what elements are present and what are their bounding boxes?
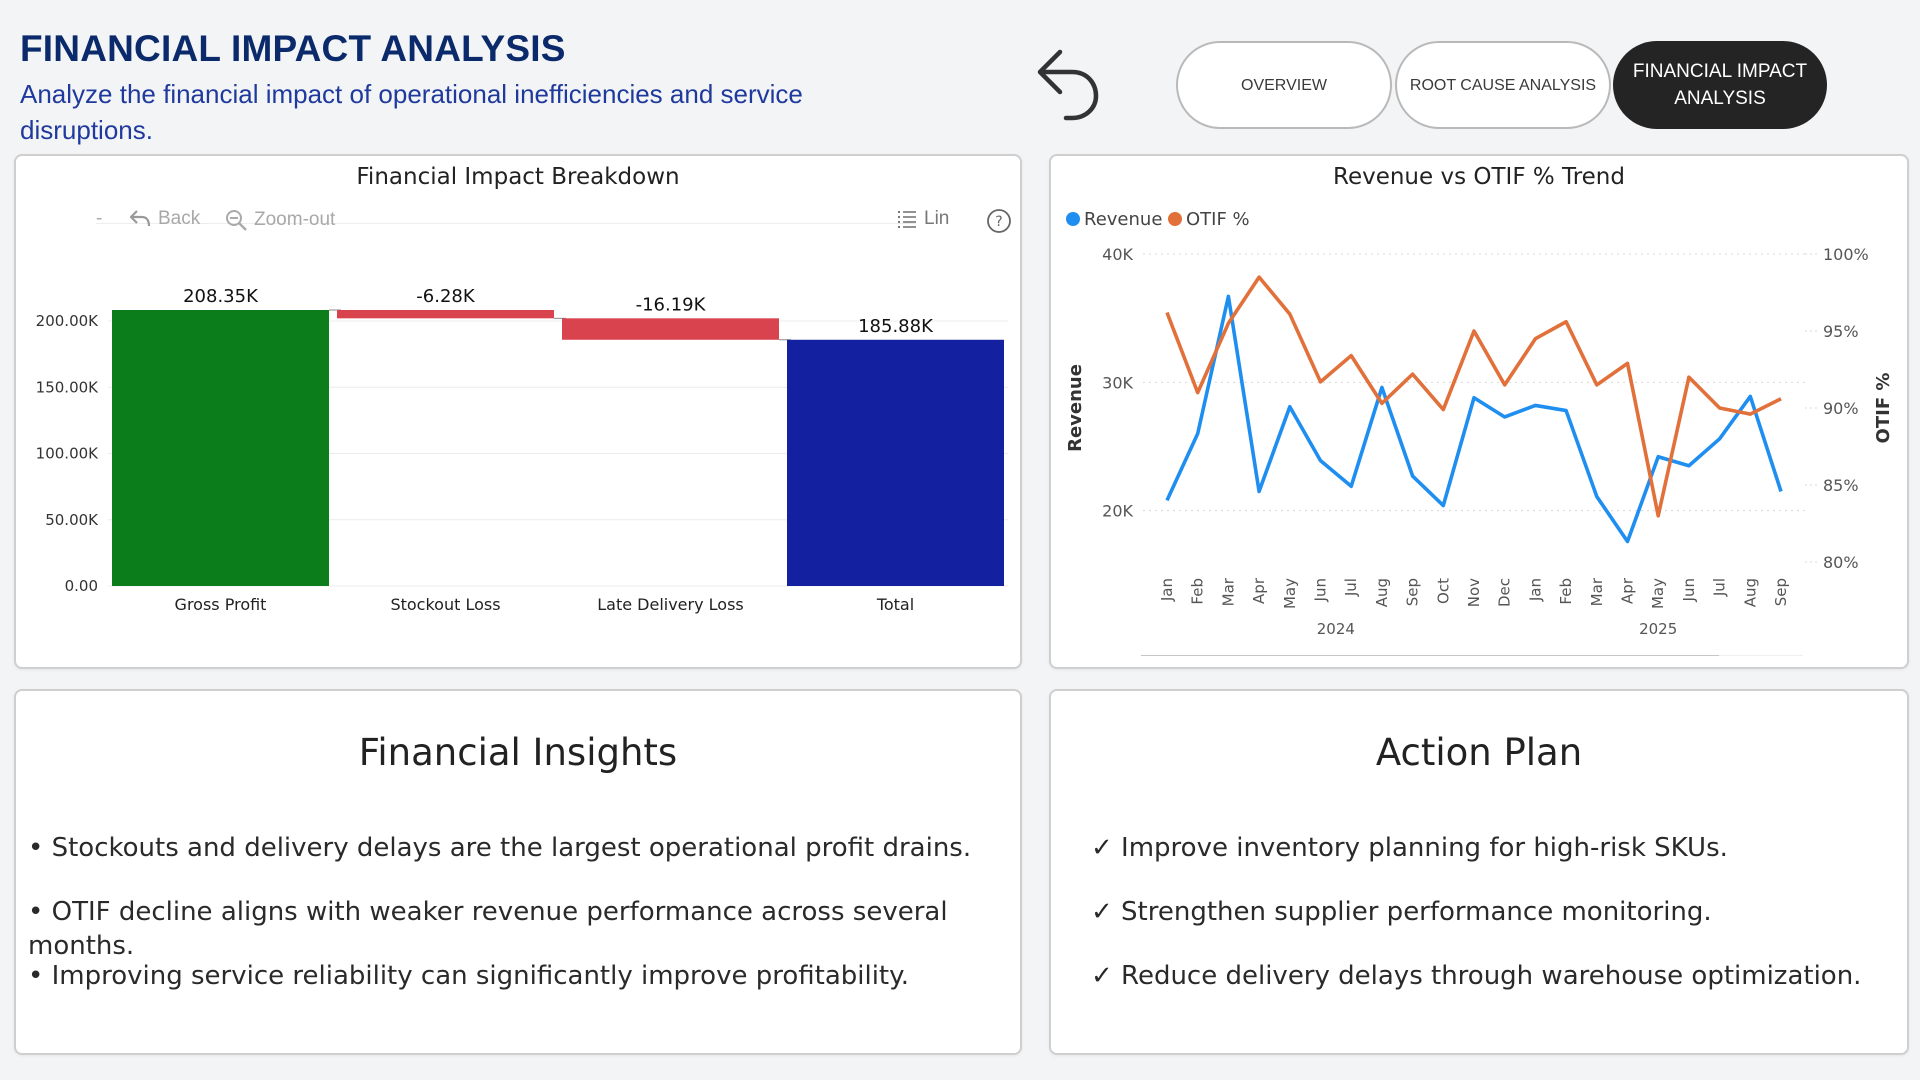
- list-icon: [898, 211, 916, 228]
- x-tick-label: Sep: [1404, 578, 1422, 606]
- x-tick-label: Gross Profit: [175, 595, 267, 614]
- trend-chart: Revenue OTIF % 20K 30K 40K 80% 85% 90% 95% 100% Re…: [1065, 209, 1894, 656]
- x-tick-label: Oct: [1434, 578, 1452, 604]
- y-tick-label: 0.00: [65, 577, 98, 595]
- back-arrow-icon: [129, 210, 151, 227]
- waterfall-bar: [562, 318, 779, 340]
- y2-tick-label: 95%: [1823, 322, 1859, 341]
- y-axis-label: Revenue: [1065, 364, 1086, 452]
- x-tick-label: Feb: [1189, 578, 1207, 605]
- chart-legend: Revenue OTIF %: [1066, 209, 1250, 230]
- y2-axis-label: OTIF %: [1873, 373, 1894, 444]
- page-title: FINANCIAL IMPACT ANALYSIS: [20, 28, 566, 69]
- trend-chart-title: Revenue vs OTIF % Trend: [1333, 164, 1625, 190]
- toolbar-dash: -: [96, 208, 103, 229]
- x-tick-label: Apr: [1250, 577, 1268, 604]
- nav-overview-button[interactable]: OVERVIEW: [1176, 41, 1392, 129]
- y-tick-label: 150.00K: [36, 378, 99, 396]
- data-label: 208.35K: [183, 286, 259, 307]
- insights-list: • Stockouts and delivery delays are the …: [28, 831, 1020, 1023]
- x-tick-label: Stockout Loss: [390, 595, 500, 614]
- y-tick-label: 50.00K: [45, 511, 99, 529]
- help-icon-glyph: ?: [995, 214, 1002, 230]
- insight-item: • OTIF decline aligns with weaker revenu…: [28, 897, 948, 961]
- toolbar-zoom-out-label: Zoom-out: [254, 209, 336, 230]
- insight-item: • Improving service reliability can sign…: [28, 961, 910, 991]
- legend-marker-otif: [1168, 212, 1182, 226]
- action-item: ✓ Strengthen supplier performance monito…: [1091, 897, 1712, 927]
- legend-label-revenue: Revenue: [1084, 209, 1162, 230]
- chart-toolbar: - Back Zoom-out Lin: [96, 208, 1011, 234]
- legend-label-otif: OTIF %: [1186, 209, 1250, 230]
- x-tick-label: May: [1649, 578, 1667, 609]
- scrollbar-thumb: [1141, 655, 1719, 656]
- x-tick-label: Jan: [1158, 578, 1176, 602]
- zoom-out-icon: [226, 210, 247, 231]
- toolbar-back-button[interactable]: Back: [128, 208, 200, 230]
- help-icon[interactable]: ?: [986, 208, 1012, 234]
- x-tick-label: Aug: [1373, 578, 1391, 607]
- toolbar-zoom-out-button[interactable]: Zoom-out: [224, 208, 335, 232]
- y2-tick-label: 90%: [1823, 399, 1859, 418]
- x-tick-label: Mar: [1219, 577, 1237, 606]
- x-tick-label: Total: [876, 595, 914, 614]
- action-plan-list: ✓ Improve inventory planning for high-ri…: [1091, 831, 1861, 1023]
- action-plan-title: Action Plan: [1375, 731, 1583, 774]
- series-line-revenue: [1165, 294, 1783, 544]
- x-tick-label: Jul: [1342, 578, 1360, 597]
- undo-arrow-icon[interactable]: [1030, 44, 1102, 124]
- y-tick-label: 40K: [1102, 245, 1133, 264]
- x-group-label: 2024: [1317, 620, 1355, 638]
- x-tick-label: Dec: [1496, 578, 1514, 607]
- x-tick-label: Nov: [1465, 578, 1483, 607]
- toolbar-lin-label: Lin: [924, 208, 950, 229]
- legend-marker-revenue: [1066, 212, 1080, 226]
- action-item: ✓ Improve inventory planning for high-ri…: [1091, 833, 1728, 863]
- waterfall-chart-title: Financial Impact Breakdown: [356, 164, 680, 190]
- waterfall-bar: [112, 310, 329, 586]
- data-label: -16.19K: [636, 294, 707, 315]
- waterfall-chart: 0.00 50.00K 100.00K 150.00K 200.00K 208.35K Gr…: [36, 286, 1008, 614]
- y2-tick-label: 85%: [1823, 476, 1859, 495]
- x-tick-label: Aug: [1741, 578, 1759, 607]
- toolbar-lin-button[interactable]: Lin: [896, 208, 949, 230]
- x-tick-label: Jun: [1312, 578, 1330, 602]
- x-tick-label: Apr: [1619, 577, 1637, 604]
- x-group-label: 2025: [1639, 620, 1677, 638]
- page-subtitle: Analyze the financial impact of operatio…: [20, 79, 803, 145]
- x-tick-label: Jul: [1711, 578, 1729, 597]
- y-tick-label: 20K: [1102, 502, 1133, 521]
- y-tick-label: 100.00K: [36, 445, 99, 463]
- insights-title: Financial Insights: [358, 731, 678, 774]
- x-tick-label: Jan: [1526, 578, 1544, 602]
- toolbar-divider: [96, 223, 916, 224]
- action-plan-card: Action Plan ✓ Improve inventory planning…: [1049, 689, 1909, 1055]
- data-label: 185.88K: [858, 316, 934, 337]
- x-tick-label: Feb: [1557, 578, 1575, 605]
- x-tick-label: Late Delivery Loss: [597, 595, 744, 614]
- data-label: -6.28K: [416, 286, 476, 307]
- action-item: ✓ Reduce delivery delays through warehou…: [1091, 961, 1862, 991]
- insight-item: • Stockouts and delivery delays are the …: [28, 833, 972, 863]
- x-tick-label: Sep: [1772, 578, 1790, 606]
- y2-tick-label: 100%: [1823, 245, 1869, 264]
- nav-financial-impact-analysis-button[interactable]: FINANCIAL IMPACT ANALYSIS: [1613, 41, 1827, 129]
- y-tick-label: 30K: [1102, 373, 1133, 392]
- revenue-otif-trend-card: Revenue vs OTIF % Trend Revenue OTIF % 20K…: [1049, 154, 1909, 669]
- nav-root-cause-analysis-button[interactable]: ROOT CAUSE ANALYSIS: [1395, 41, 1611, 129]
- waterfall-bar: [787, 339, 1004, 586]
- toolbar-back-label: Back: [158, 208, 201, 229]
- x-tick-label: Jun: [1680, 578, 1698, 602]
- series-line-otif: [1165, 275, 1782, 518]
- waterfall-bar: [337, 310, 554, 319]
- y-tick-label: 200.00K: [36, 312, 99, 330]
- y2-tick-label: 80%: [1823, 553, 1859, 572]
- x-tick-label: Mar: [1588, 577, 1606, 606]
- financial-impact-breakdown-card: Financial Impact Breakdown - Back Zoom-o…: [14, 154, 1022, 669]
- financial-insights-card: Financial Insights • Stockouts and deliv…: [14, 689, 1022, 1055]
- x-tick-label: May: [1281, 578, 1299, 609]
